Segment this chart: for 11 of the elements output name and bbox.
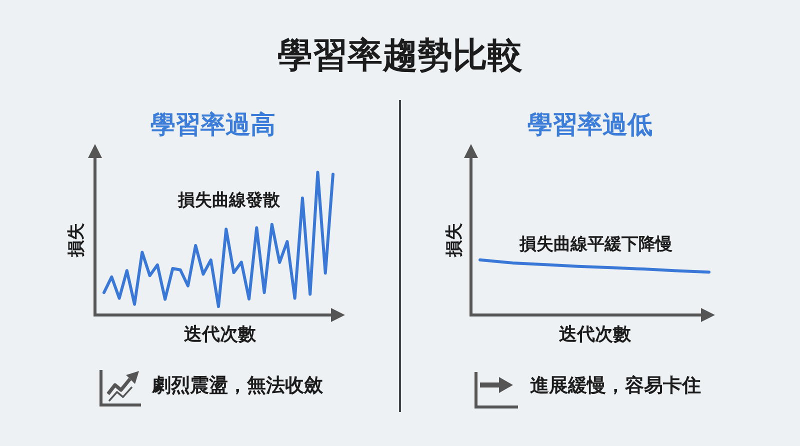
text: 學習率趨勢比較: [278, 36, 522, 75]
y-axis-title: 損失: [444, 223, 464, 258]
x-axis-title: 迭代次數: [558, 324, 632, 344]
chart-title: 學習率過低: [528, 111, 652, 139]
text: 劇烈震盪，無法收斂: [151, 374, 324, 396]
text: 進展緩慢，容易卡住: [530, 374, 701, 396]
annotation: 損失曲線發散: [177, 190, 281, 210]
y-axis-title: 損失: [66, 223, 86, 258]
x-axis-title: 迭代次數: [183, 324, 257, 344]
chart-title: 學習率過高: [150, 111, 276, 139]
text: 損失曲線平緩下降慢: [518, 234, 672, 254]
